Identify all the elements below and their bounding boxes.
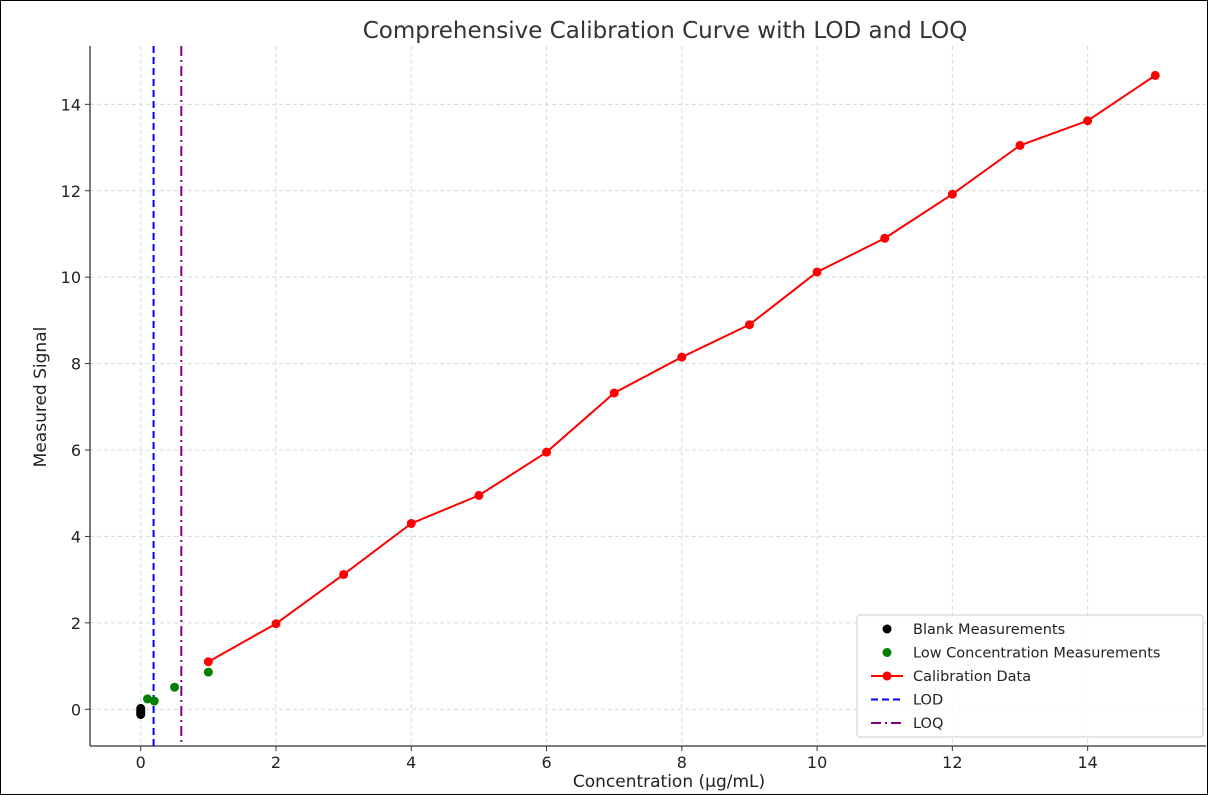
y-tick-label: 8 bbox=[71, 355, 81, 374]
calibration-point bbox=[474, 490, 484, 500]
reference-lines bbox=[152, 46, 183, 746]
y-tick-label: 6 bbox=[71, 441, 81, 460]
y-tick-label: 0 bbox=[71, 700, 81, 719]
x-tick-label: 4 bbox=[406, 753, 416, 772]
y-tick-label: 2 bbox=[71, 614, 81, 633]
blank-point bbox=[136, 709, 146, 719]
x-tick-label: 12 bbox=[942, 753, 962, 772]
y-tick-label: 4 bbox=[71, 527, 81, 546]
calibration-point bbox=[203, 657, 213, 667]
calibration-point bbox=[339, 569, 349, 579]
low-point bbox=[170, 682, 180, 692]
low-point bbox=[203, 667, 213, 677]
x-tick-label: 14 bbox=[1077, 753, 1097, 772]
low-point bbox=[149, 696, 159, 706]
calibration-point bbox=[406, 518, 416, 528]
x-tick-label: 0 bbox=[136, 753, 146, 772]
legend-label: LOQ bbox=[913, 716, 943, 732]
legend-box bbox=[856, 614, 1204, 738]
legend-marker bbox=[882, 671, 892, 681]
chart-title: Comprehensive Calibration Curve with LOD… bbox=[363, 18, 968, 44]
legend: Blank Measurements Low Concentration Meas… bbox=[856, 614, 1204, 738]
legend-marker bbox=[882, 648, 892, 657]
legend-label: Blank Measurements bbox=[913, 622, 1065, 638]
series-layer bbox=[136, 70, 1160, 719]
legend-label: Calibration Data bbox=[913, 669, 1031, 685]
calibration-point bbox=[1015, 140, 1025, 150]
legend-label: LOD bbox=[913, 693, 943, 709]
legend-label: Low Concentration Measurements bbox=[913, 646, 1160, 662]
legend-marker bbox=[882, 624, 892, 634]
calibration-point bbox=[744, 320, 754, 330]
calibration-point bbox=[1083, 116, 1093, 126]
calibration-point bbox=[677, 352, 687, 362]
x-tick-label: 8 bbox=[677, 753, 687, 772]
calibration-point bbox=[609, 388, 619, 398]
x-tick-label: 2 bbox=[271, 753, 281, 772]
axes: 0 2 4 6 8 10 12 14 0 2 4 6 8 10 12 14 bbox=[61, 46, 1206, 772]
y-tick-label: 14 bbox=[61, 95, 81, 114]
calibration-point bbox=[812, 267, 822, 277]
calibration-point bbox=[271, 619, 281, 629]
y-tick-label: 12 bbox=[61, 182, 81, 201]
x-tick-label: 6 bbox=[541, 753, 551, 772]
y-tick-label: 10 bbox=[61, 268, 81, 287]
calibration-point bbox=[542, 447, 552, 457]
x-axis-label: Concentration (µg/mL) bbox=[573, 772, 765, 792]
calibration-point bbox=[880, 233, 890, 243]
calibration-point bbox=[1150, 70, 1160, 80]
y-axis-label: Measured Signal bbox=[31, 327, 51, 468]
calibration-point bbox=[947, 189, 957, 199]
x-tick-label: 10 bbox=[807, 753, 827, 772]
low-point bbox=[142, 694, 152, 704]
